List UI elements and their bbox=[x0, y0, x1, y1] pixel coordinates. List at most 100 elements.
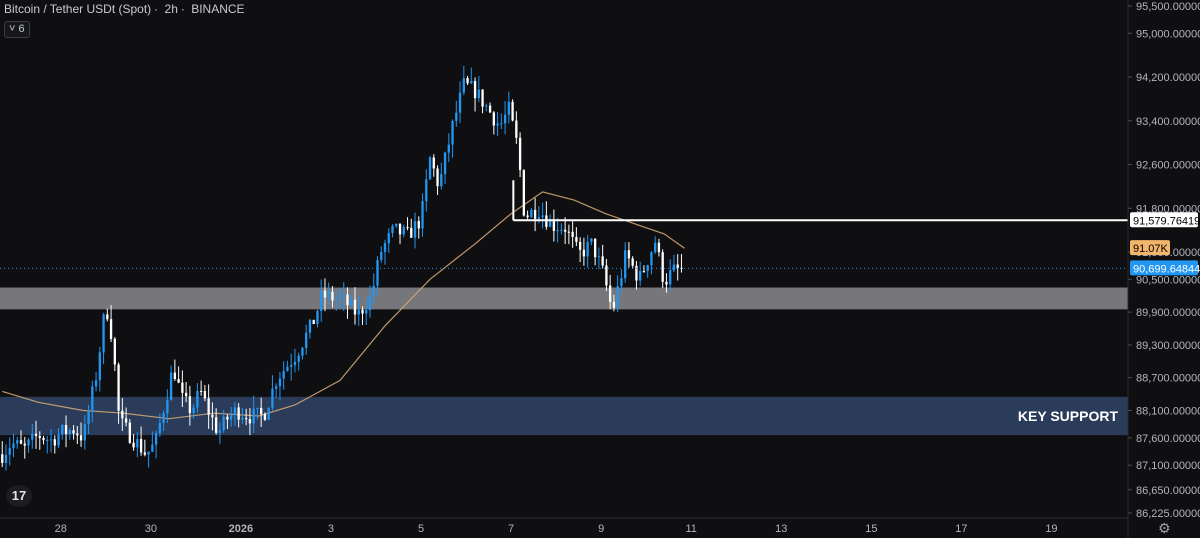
candle-down bbox=[226, 416, 229, 420]
header-separator: · bbox=[154, 2, 159, 16]
candle-up bbox=[293, 361, 297, 366]
candle-up bbox=[391, 225, 394, 233]
candle-up bbox=[383, 243, 387, 252]
candle-down bbox=[207, 398, 210, 415]
candle-up bbox=[256, 407, 259, 409]
candle-down bbox=[260, 407, 263, 415]
candle-down bbox=[143, 452, 147, 455]
candle-up bbox=[94, 380, 98, 387]
candle-up bbox=[425, 179, 428, 202]
candle-down bbox=[563, 229, 567, 232]
candle-down bbox=[42, 437, 45, 441]
candle-up bbox=[154, 433, 158, 445]
candle-up bbox=[162, 413, 165, 424]
candle-up bbox=[338, 296, 342, 299]
candle-up bbox=[57, 434, 60, 446]
candle-up bbox=[16, 440, 19, 444]
candle-up bbox=[669, 270, 672, 285]
candle-up bbox=[192, 407, 195, 414]
candle-up bbox=[297, 355, 300, 362]
candle-up bbox=[500, 123, 503, 125]
candle-up bbox=[241, 418, 244, 420]
price-tick-label: 93,400.00000 bbox=[1136, 116, 1200, 128]
candle-up bbox=[387, 232, 390, 244]
candle-up bbox=[654, 242, 657, 253]
candle-down bbox=[410, 227, 413, 238]
exchange-label[interactable]: BINANCE bbox=[191, 2, 245, 16]
candle-up bbox=[91, 386, 94, 413]
candle-down bbox=[515, 120, 518, 138]
candle-down bbox=[128, 422, 131, 443]
candle-down bbox=[263, 414, 267, 420]
price-tick-label: 87,600.00000 bbox=[1136, 433, 1200, 445]
candle-down bbox=[237, 407, 240, 420]
candle-down bbox=[72, 430, 75, 434]
price-tick-label: 89,300.00000 bbox=[1136, 340, 1200, 352]
price-tick-label: 90,500.00000 bbox=[1136, 274, 1200, 286]
candle-down bbox=[245, 418, 248, 420]
candle-down bbox=[661, 252, 664, 282]
candle-down bbox=[571, 231, 574, 237]
price-axis[interactable]: 95,500.00000 95,000.00000 94,200.00000 93,4… bbox=[1127, 0, 1200, 538]
candle-up bbox=[166, 400, 169, 414]
candle-up bbox=[620, 278, 623, 287]
candle-down bbox=[139, 439, 143, 453]
candle-up bbox=[455, 112, 458, 121]
candle-up bbox=[4, 454, 8, 463]
candle-up bbox=[462, 78, 465, 93]
candle-up bbox=[169, 372, 173, 401]
candle-down bbox=[64, 424, 68, 435]
candle-up bbox=[428, 157, 432, 180]
candle-up bbox=[282, 370, 285, 379]
candle-up bbox=[672, 264, 676, 271]
price-tick-label: 92,600.00000 bbox=[1136, 160, 1200, 172]
interval-label[interactable]: 2h bbox=[164, 2, 178, 16]
candle-up bbox=[458, 92, 462, 113]
candle-down bbox=[19, 440, 23, 444]
gear-icon[interactable]: ⚙ bbox=[1158, 520, 1171, 536]
candle-down bbox=[199, 390, 203, 392]
candle-down bbox=[79, 435, 83, 441]
indicators-toggle-button[interactable]: ˅ 6 bbox=[4, 21, 30, 38]
candle-down bbox=[248, 419, 252, 424]
header-separator-2: · bbox=[180, 2, 185, 16]
time-tick-label: 11 bbox=[685, 523, 696, 535]
time-tick-label: 28 bbox=[55, 523, 67, 535]
candle-down bbox=[522, 170, 526, 216]
candle-up bbox=[278, 378, 282, 387]
candle-up bbox=[286, 366, 289, 371]
candle-up bbox=[440, 174, 443, 187]
chart-header: Bitcoin / Tether USDt (Spot) · 2h · BINANC… bbox=[4, 2, 248, 16]
candle-up bbox=[421, 201, 424, 229]
candle-down bbox=[676, 264, 679, 268]
candle-down bbox=[575, 236, 578, 242]
time-tick-label: 7 bbox=[508, 523, 514, 535]
candle-down bbox=[323, 290, 327, 298]
candle-down bbox=[608, 285, 612, 302]
resistance-support-zone bbox=[0, 287, 1128, 310]
candle-down bbox=[398, 223, 402, 235]
candle-up bbox=[477, 89, 480, 99]
candle-up bbox=[624, 250, 627, 279]
tradingview-logo[interactable]: 17 bbox=[6, 485, 32, 507]
symbol-title[interactable]: Bitcoin / Tether USDt (Spot) bbox=[4, 2, 152, 16]
candle-down bbox=[117, 364, 120, 411]
time-axis[interactable]: 28 30 2026 3 5 7 9 11 13 15 17 19 bbox=[0, 517, 1128, 535]
candle-up bbox=[556, 230, 559, 232]
candle-down bbox=[214, 417, 218, 433]
candle-up bbox=[301, 347, 304, 356]
candle-up bbox=[503, 114, 507, 124]
candle-up bbox=[158, 423, 162, 434]
candle-up bbox=[650, 252, 653, 266]
candle-up bbox=[537, 217, 541, 219]
key-support-label: KEY SUPPORT bbox=[1018, 408, 1119, 424]
price-tick-label: 94,200.00000 bbox=[1136, 72, 1200, 84]
candle-up bbox=[98, 352, 101, 381]
candle-up bbox=[335, 298, 338, 301]
candle-up bbox=[447, 144, 450, 153]
candle-down bbox=[552, 220, 556, 231]
candle-down bbox=[481, 89, 484, 107]
candle-down bbox=[492, 112, 495, 126]
